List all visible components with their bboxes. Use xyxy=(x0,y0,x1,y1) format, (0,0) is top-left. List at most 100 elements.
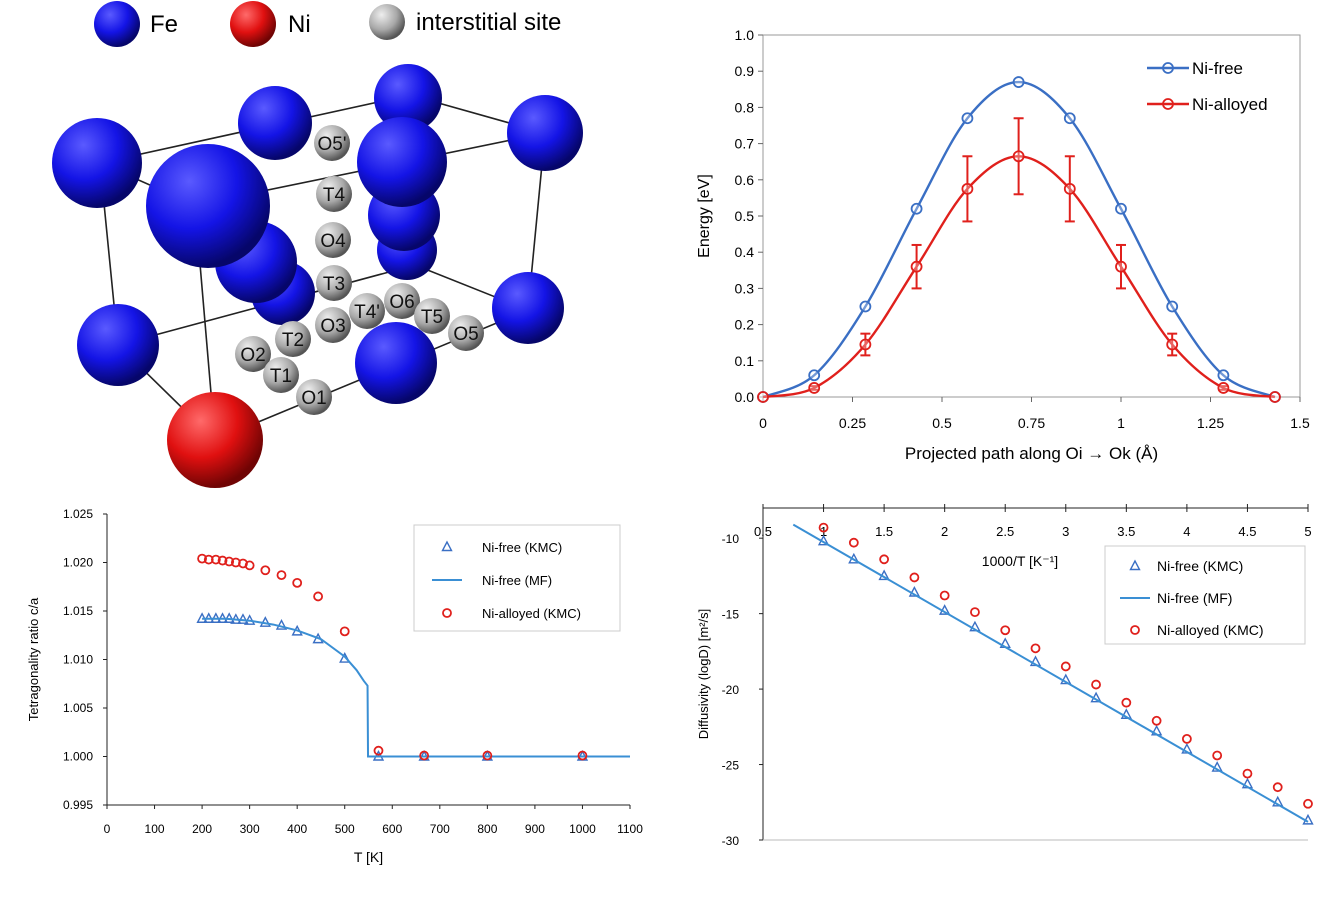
data-point xyxy=(910,260,923,273)
data-point xyxy=(1181,733,1192,744)
legend-box xyxy=(413,524,621,632)
y-axis-label: Energy [eV] xyxy=(696,174,713,258)
y-tick-label: 0.8 xyxy=(735,99,755,115)
x-tick-label: 700 xyxy=(430,822,450,836)
data-point xyxy=(961,112,974,125)
y-tick-label: 1.000 xyxy=(63,750,93,764)
x-tick-label: 900 xyxy=(525,822,545,836)
x-tick-label: 100 xyxy=(145,822,165,836)
x-tick-label: 1000 xyxy=(569,822,596,836)
x-tick-label: 0.5 xyxy=(932,415,952,431)
y-tick-label: 0.0 xyxy=(735,389,755,405)
data-point xyxy=(1115,202,1127,215)
x-tick-label: 800 xyxy=(477,822,497,836)
y-tick-label: 1.0 xyxy=(735,27,755,43)
site-label: O5' xyxy=(318,134,347,155)
data-point xyxy=(1012,76,1025,88)
x-tick-label: 1100 xyxy=(617,822,643,836)
data-point xyxy=(1217,382,1230,394)
legend-ni-swatch xyxy=(230,1,276,47)
data-point xyxy=(1121,697,1132,708)
interstitial-site xyxy=(296,379,332,415)
data-point xyxy=(244,560,255,571)
legend-label: Ni-free xyxy=(1192,59,1243,78)
data-point xyxy=(859,338,872,351)
interstitial-site xyxy=(349,293,385,329)
interstitial-site xyxy=(263,357,299,393)
fe-atom xyxy=(357,117,447,207)
fe-atom xyxy=(374,64,442,132)
x-tick-label: 0.75 xyxy=(1018,415,1045,431)
site-label: O2 xyxy=(240,345,265,366)
data-point xyxy=(373,745,384,756)
energy-barrier-chart: 0 0.25 0.5 0.75 1 1.25 1.5 0.0 0.1 0.2 0.3 0.4 0.5 0.… xyxy=(696,27,1310,463)
data-point xyxy=(939,590,950,601)
site-label: O6 xyxy=(389,292,414,313)
x-tick-label: 600 xyxy=(382,822,402,836)
data-point xyxy=(757,391,769,403)
legend-label: Ni-free (KMC) xyxy=(1157,558,1243,574)
data-point xyxy=(1166,338,1179,351)
site-label: O5 xyxy=(453,324,478,345)
data-point xyxy=(1242,768,1253,779)
legend-label: Ni-free (MF) xyxy=(1157,590,1232,606)
site-label: T3 xyxy=(323,274,345,295)
data-point xyxy=(961,182,974,195)
data-point xyxy=(419,750,430,761)
legend-label: Ni-alloyed (KMC) xyxy=(482,606,581,621)
legend-marker xyxy=(1162,98,1174,110)
interstitial-site xyxy=(235,336,271,372)
data-point xyxy=(1303,798,1313,809)
data-point xyxy=(808,369,821,382)
fe-atom xyxy=(77,304,159,386)
data-point xyxy=(859,300,872,313)
y-tick-label: -15 xyxy=(722,608,740,622)
y-tick-label: 1.025 xyxy=(63,507,93,521)
fe-atom xyxy=(146,144,270,268)
legend-label: Ni-free (KMC) xyxy=(482,540,562,555)
y-tick-label: -10 xyxy=(722,532,740,546)
legend-marker xyxy=(1129,559,1141,571)
legend-label: Ni-alloyed (KMC) xyxy=(1157,622,1264,638)
data-point xyxy=(970,607,980,618)
diffusivity-chart: 0.5 1 1.5 2 2.5 3 3.5 4 4.5 5-10-15-20-25-301000/… xyxy=(696,504,1314,848)
site-label: O4 xyxy=(320,231,346,252)
legend-ni-label: Ni xyxy=(288,11,311,38)
site-label: T2 xyxy=(282,330,304,351)
data-point xyxy=(577,750,588,761)
legend-marker xyxy=(442,608,452,618)
legend-site-swatch xyxy=(369,4,405,40)
legend-label: Ni-free (MF) xyxy=(482,573,552,588)
y-tick-label: 0.4 xyxy=(735,244,755,260)
interstitial-site xyxy=(315,307,351,343)
data-point xyxy=(210,554,221,565)
data-point xyxy=(1269,391,1281,403)
interstitial-site xyxy=(314,125,350,161)
x-tick-label: 2.5 xyxy=(996,524,1014,539)
series-line-0 xyxy=(762,80,1276,399)
data-point xyxy=(217,555,228,566)
plot-frame xyxy=(762,34,1301,398)
diffusivity-panel: 0.5 1 1.5 2 2.5 3 3.5 4 4.5 5 -10 -15 -20 -25 -30 1000/… xyxy=(668,492,1333,892)
y-tick-label: 0.6 xyxy=(735,172,755,188)
data-point xyxy=(224,556,235,567)
x-tick-label: 0.5 xyxy=(754,524,772,539)
data-point xyxy=(909,572,920,583)
data-point xyxy=(313,591,324,602)
site-label: O3 xyxy=(320,316,345,337)
crystal-structure-panel: Fe Ni interstitial site xyxy=(0,0,660,490)
y-tick-label: 0.9 xyxy=(735,63,755,79)
interstitial-site xyxy=(316,176,352,212)
site-label: O1 xyxy=(301,388,326,409)
x-tick-label: 1.25 xyxy=(1197,415,1224,431)
fe-atom xyxy=(492,272,564,344)
data-point xyxy=(1063,182,1076,195)
y-tick-label: 0.5 xyxy=(735,208,755,224)
legend-site-label: interstitial site xyxy=(416,9,561,36)
data-point xyxy=(879,554,890,565)
x-tick-label: 2 xyxy=(941,524,948,539)
tetragonality-panel: 0 100 200 300 400 500 600 700 800 900 1000 1100 0.99… xyxy=(0,492,665,892)
x-tick-label: 200 xyxy=(192,822,212,836)
interstitial-site xyxy=(414,298,450,334)
site-label: T5 xyxy=(421,307,443,328)
